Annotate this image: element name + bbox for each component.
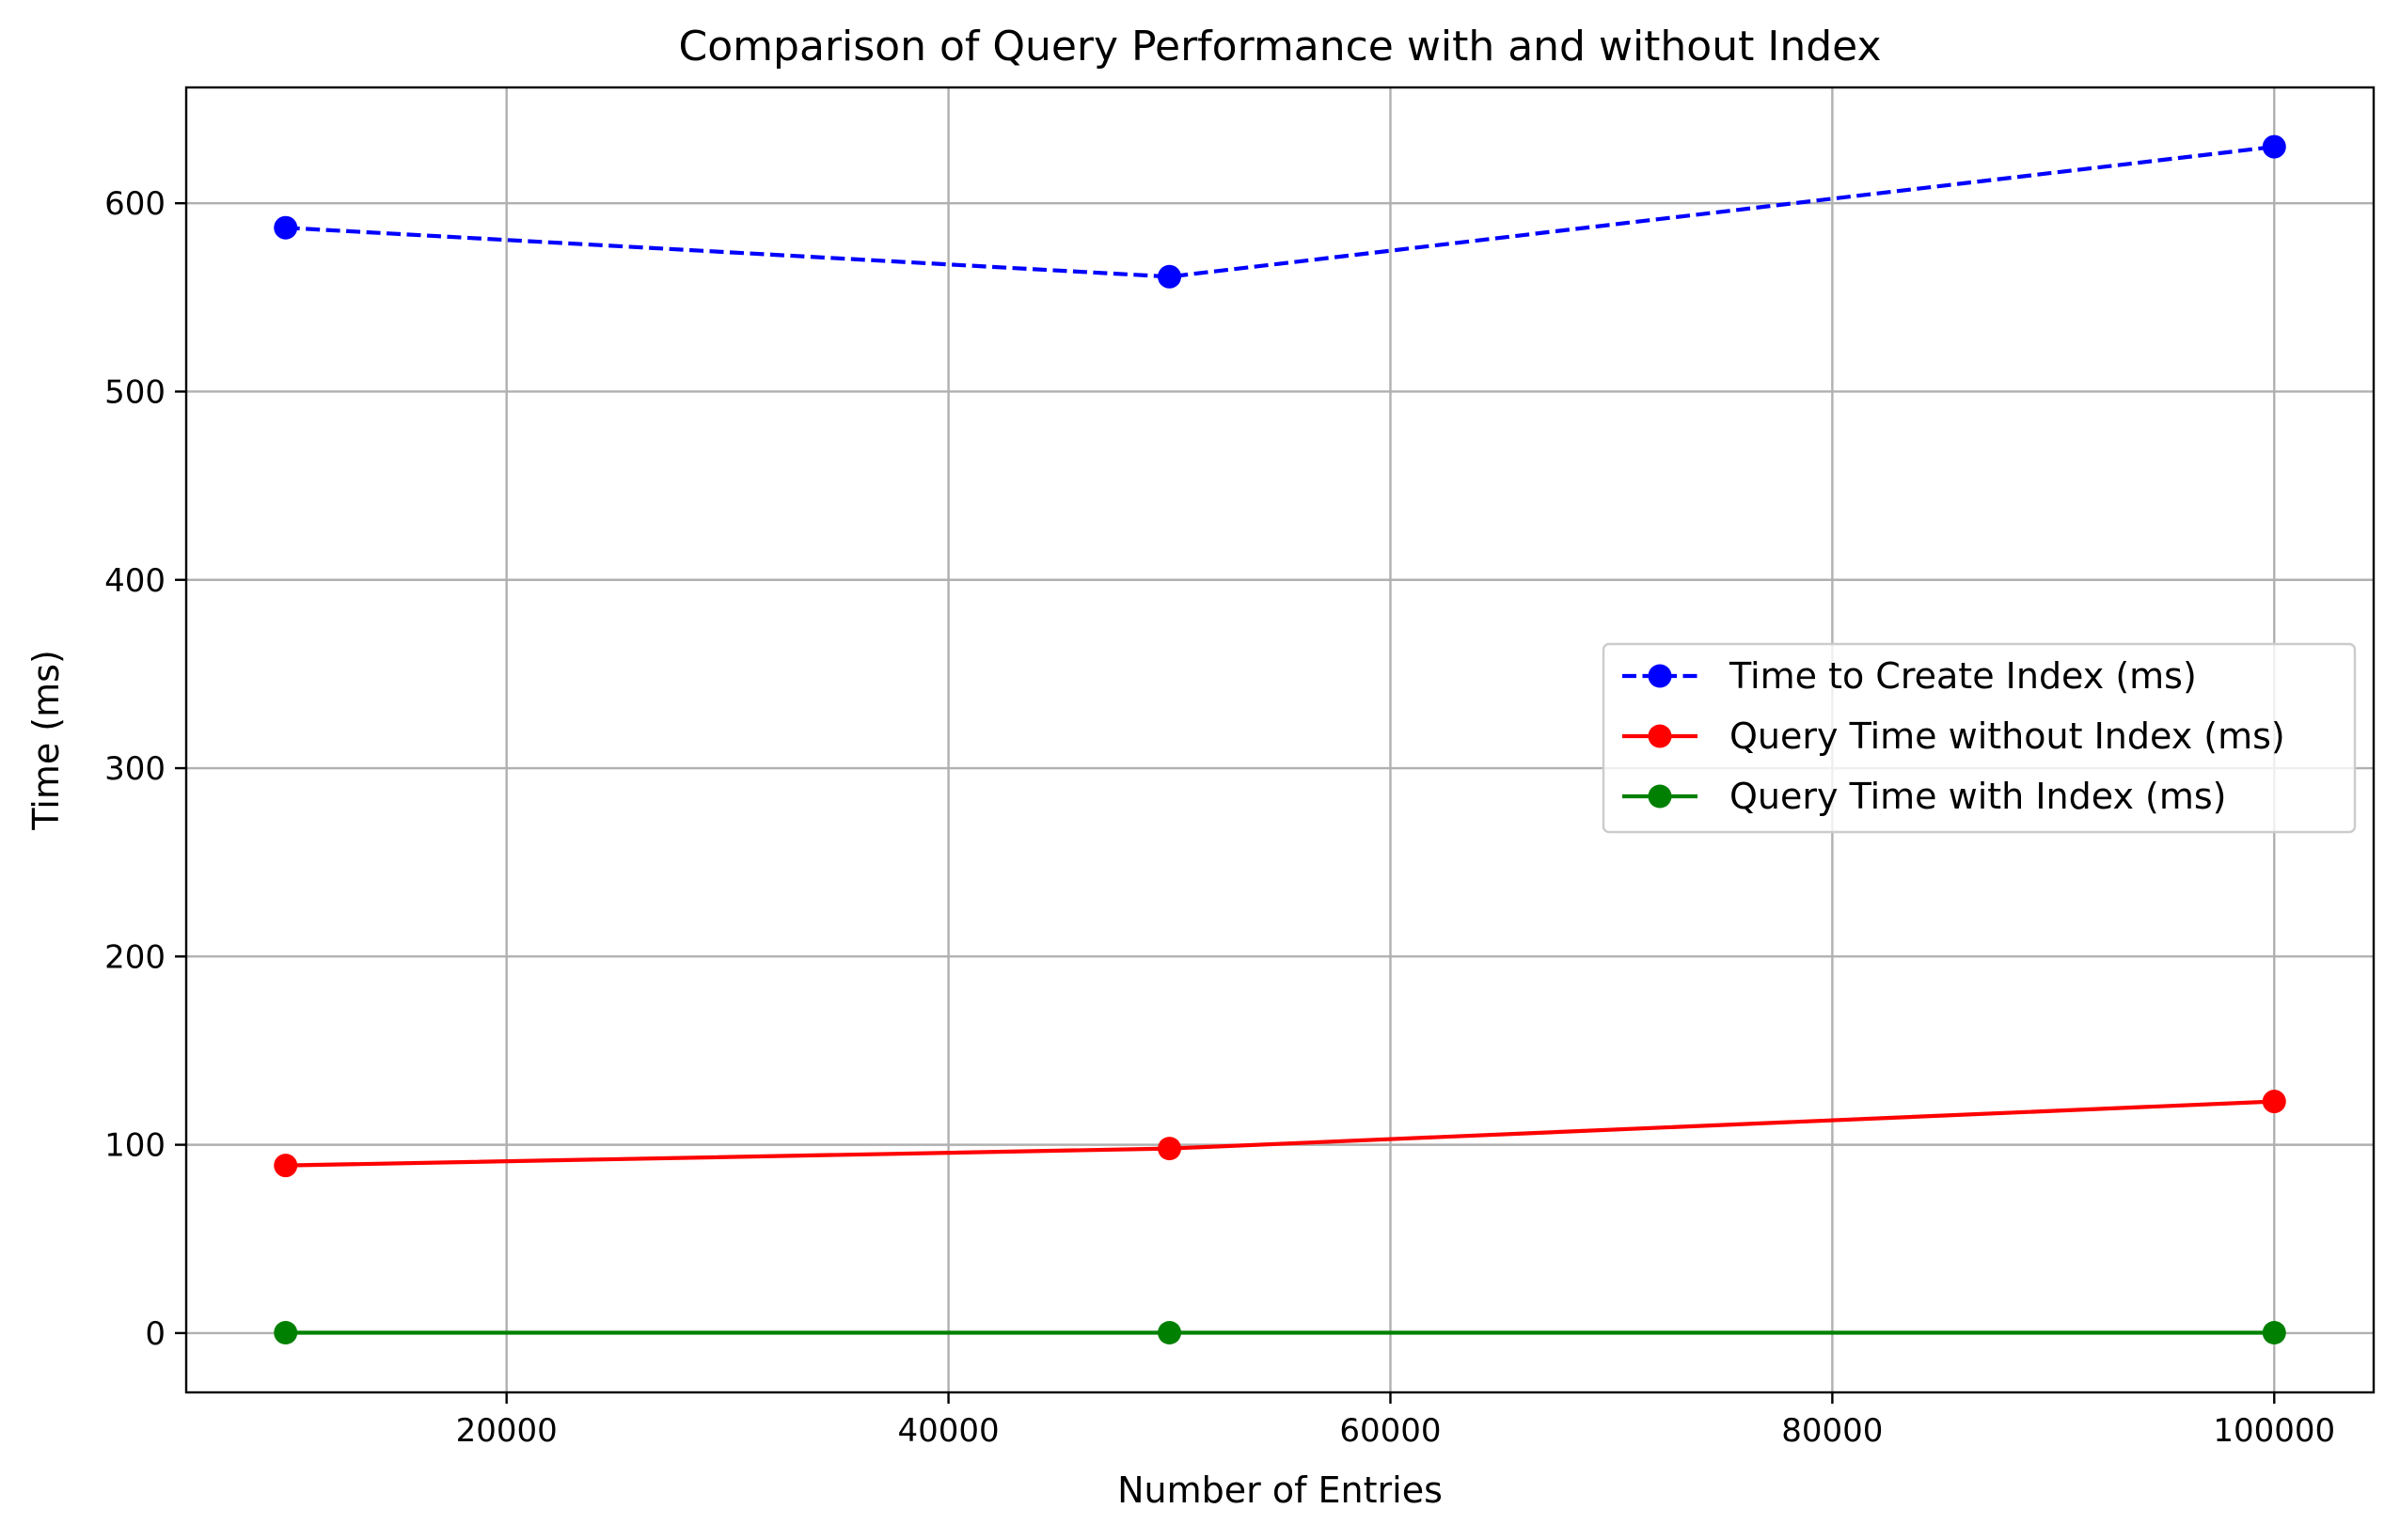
data-point — [274, 1321, 298, 1345]
legend-swatch-marker — [1648, 784, 1672, 809]
data-point — [1158, 264, 1182, 289]
data-point — [1158, 1137, 1182, 1161]
y-tick-label: 200 — [104, 938, 166, 976]
y-tick-label: 400 — [104, 562, 166, 600]
legend-label: Query Time without Index (ms) — [1729, 715, 2285, 757]
x-tick-label: 20000 — [456, 1412, 558, 1450]
legend-swatch-marker — [1648, 664, 1672, 688]
series-line — [285, 145, 2275, 279]
legend-box — [1602, 642, 2357, 834]
grid-lines — [186, 87, 2374, 1392]
legend: Time to Create Index (ms) Query Time with… — [1602, 642, 2357, 834]
data-point — [2262, 1321, 2286, 1345]
y-axis-ticks: 0 100 200 300 400 500 600 — [104, 185, 186, 1353]
x-tick-label: 60000 — [1339, 1412, 1441, 1450]
x-axis-label: Number of Entries — [1117, 1469, 1443, 1511]
legend-entry: Time to Create Index (ms) — [1622, 655, 2197, 697]
legend-entry: Query Time without Index (ms) — [1622, 715, 2285, 757]
y-tick-label: 500 — [104, 373, 166, 411]
plot-frame — [184, 86, 2376, 1394]
legend-swatch-marker — [1648, 724, 1672, 748]
chart-title: Comparison of Query Performance with and… — [679, 23, 1882, 71]
x-tick-label: 80000 — [1781, 1412, 1883, 1450]
data-point — [2262, 1090, 2286, 1114]
legend-label: Time to Create Index (ms) — [1729, 655, 2197, 697]
series-1 — [274, 1090, 2286, 1178]
series-0 — [274, 134, 2286, 289]
data-point — [274, 1154, 298, 1178]
series-lines — [274, 134, 2286, 1345]
legend-label: Query Time with Index (ms) — [1729, 776, 2227, 817]
y-axis-label: Time (ms) — [25, 650, 67, 831]
data-point — [1158, 1321, 1182, 1345]
legend-entry: Query Time with Index (ms) — [1622, 776, 2227, 817]
y-tick-label: 600 — [104, 185, 166, 223]
x-tick-label: 100000 — [2213, 1412, 2335, 1450]
data-point — [2262, 134, 2286, 159]
x-tick-label: 40000 — [897, 1412, 999, 1450]
y-tick-label: 100 — [104, 1127, 166, 1165]
x-axis-ticks: 20000 40000 60000 80000 100000 — [456, 1392, 2335, 1450]
series-2 — [274, 1321, 2286, 1345]
y-tick-label: 300 — [104, 750, 166, 788]
data-point — [274, 215, 298, 240]
y-tick-label: 0 — [145, 1315, 166, 1353]
